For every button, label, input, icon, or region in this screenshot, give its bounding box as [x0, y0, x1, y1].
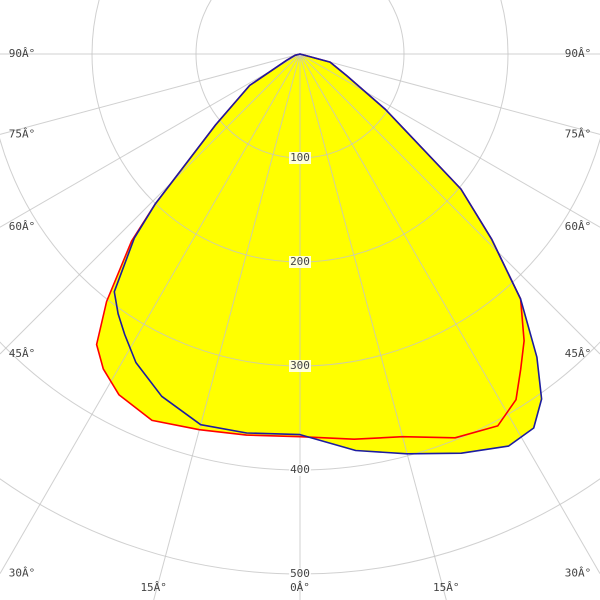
angle-label: 30Â°	[565, 567, 592, 580]
curves	[96, 54, 542, 454]
angle-label: 75Â°	[9, 127, 36, 140]
angle-label: 15Â°	[140, 581, 167, 594]
radial-line	[299, 53, 447, 600]
ring-label: 500	[290, 567, 310, 580]
ring-label: 400	[290, 463, 310, 476]
radial-line	[0, 53, 301, 135]
angle-label: 75Â°	[565, 127, 592, 140]
angle-label: 0Â°	[290, 581, 310, 594]
angle-label: 45Â°	[565, 347, 592, 360]
angle-label: 90Â°	[9, 47, 36, 60]
ring-label: 300	[290, 359, 310, 372]
radial-line	[0, 53, 301, 574]
ring-label-bg	[289, 152, 311, 164]
angle-label: 30Â°	[9, 567, 36, 580]
ring-label-bg	[289, 464, 311, 476]
ring-label: 100	[290, 151, 310, 164]
radial-line	[299, 53, 600, 355]
ring-label-bg	[289, 360, 311, 372]
radial-line	[299, 53, 600, 574]
radial-line	[299, 53, 600, 135]
angle-label: 45Â°	[9, 347, 36, 360]
radial-line	[153, 53, 301, 600]
radial-line	[0, 53, 301, 228]
ring-label-bg	[289, 256, 311, 268]
curve-line	[113, 53, 543, 455]
angle-label: 90Â°	[565, 47, 592, 60]
radial-line	[0, 53, 301, 355]
curve-fill	[114, 54, 542, 454]
ring-label-bg	[289, 568, 311, 580]
labels: 90Â° 75Â° 60Â° 45Â° 30Â° 15Â° 0Â° 15Â° 30Â° 45Â° 6…	[9, 47, 592, 594]
radial-line	[299, 53, 600, 228]
angle-label: 15Â°	[433, 581, 460, 594]
angle-label: 60Â°	[565, 220, 592, 233]
ring-label: 200	[290, 255, 310, 268]
angle-label: 60Â°	[9, 220, 36, 233]
